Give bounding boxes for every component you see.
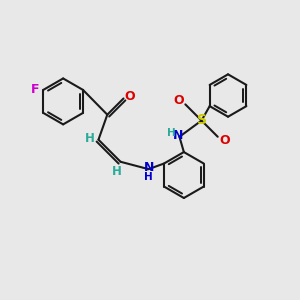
Text: N: N	[144, 161, 154, 175]
Text: O: O	[125, 91, 135, 103]
Text: O: O	[219, 134, 230, 147]
Text: H: H	[85, 132, 94, 145]
Text: N: N	[173, 129, 184, 142]
Text: H: H	[112, 165, 122, 178]
Text: H: H	[167, 128, 176, 138]
Text: S: S	[197, 113, 207, 127]
Text: H: H	[144, 172, 153, 182]
Text: O: O	[173, 94, 184, 107]
Text: F: F	[31, 82, 39, 95]
